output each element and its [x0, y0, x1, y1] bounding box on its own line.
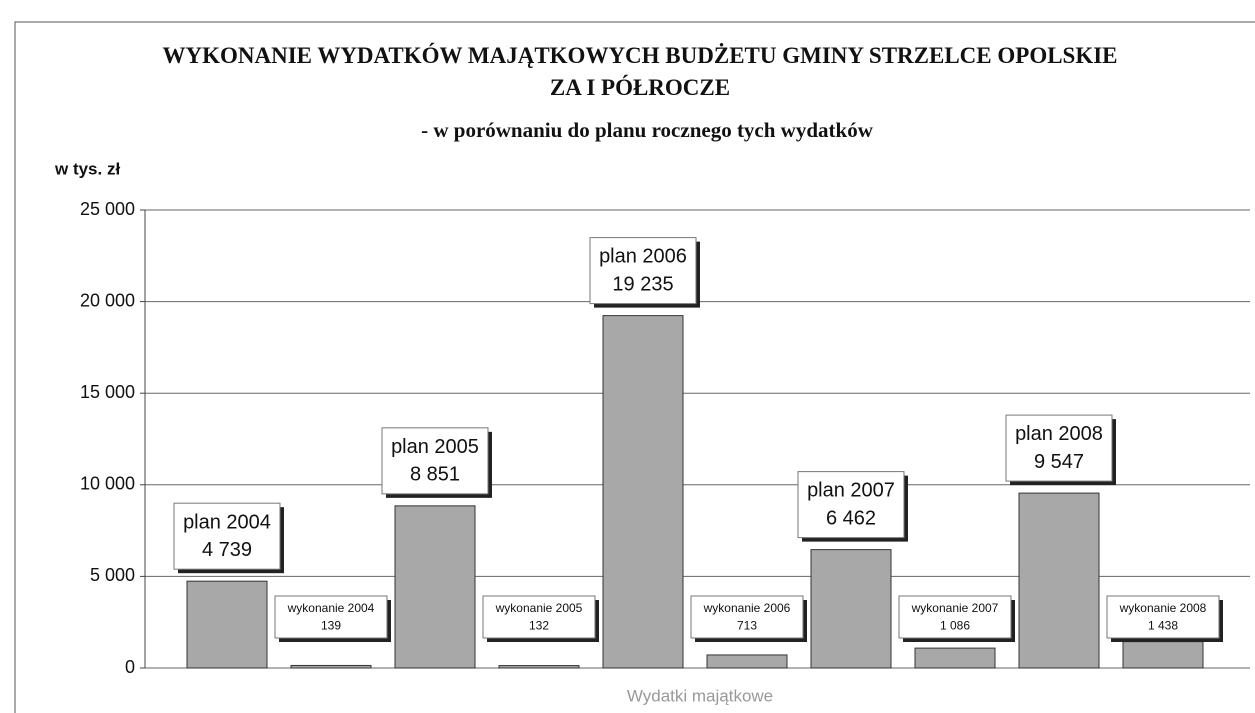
y-tick-label: 5 000: [90, 565, 135, 585]
label-box: [589, 237, 697, 305]
label-value: 19 235: [612, 273, 673, 295]
data-label: plan 2006 19 235: [589, 237, 700, 308]
data-label: plan 2007 6 462: [797, 471, 908, 542]
bar: [394, 505, 476, 669]
data-label: plan 2005 8 851: [381, 427, 492, 498]
title-box: WYKONANIE WYDATKÓW MAJĄTKOWYCH BUDŻETU G…: [162, 43, 1118, 100]
label-category: plan 2008: [1015, 423, 1103, 445]
bar: [1018, 492, 1100, 669]
label-category: wykonanie 2004: [287, 601, 375, 615]
label-value: 1 086: [940, 618, 970, 632]
label-category: wykonanie 2005: [495, 601, 583, 615]
label-box: [274, 595, 388, 639]
data-label: wykonanie 2005 132: [482, 595, 599, 642]
y-tick-label: 10 000: [80, 474, 135, 494]
y-tick-label: 20 000: [80, 290, 135, 310]
label-value: 4 739: [202, 539, 252, 561]
label-box: [1005, 414, 1113, 482]
chart-title: WYKONANIE WYDATKÓW MAJĄTKOWYCH BUDŻETU G…: [162, 43, 1118, 100]
data-label: wykonanie 2006 713: [690, 595, 807, 642]
bar: [290, 664, 372, 669]
label-box: [381, 427, 489, 495]
label-category: wykonanie 2007: [911, 601, 999, 615]
label-category: plan 2007: [807, 480, 895, 502]
label-category: wykonanie 2008: [1119, 601, 1207, 615]
bar: [186, 580, 268, 669]
bar: [810, 549, 892, 669]
label-category: wykonanie 2006: [703, 601, 791, 615]
data-label: wykonanie 2008 1 438: [1106, 595, 1223, 642]
label-value: 139: [321, 618, 341, 632]
label-category: plan 2005: [391, 436, 479, 458]
chart-frame: [14, 21, 1255, 713]
data-label: wykonanie 2007 1 086: [898, 595, 1015, 642]
bar: [498, 665, 580, 669]
y-tick-label: 25 000: [80, 199, 135, 219]
label-value: 1 438: [1148, 618, 1178, 632]
label-value: 9 547: [1034, 451, 1084, 473]
label-box: [173, 502, 281, 570]
chart-subtitle: - w porównaniu do planu rocznego tych wy…: [421, 118, 874, 142]
label-value: 132: [529, 618, 549, 632]
y-tick-label: 0: [125, 657, 135, 677]
label-value: 6 462: [826, 507, 876, 529]
bar: [914, 647, 996, 669]
label-value: 713: [737, 618, 757, 632]
label-category: plan 2006: [599, 246, 687, 268]
label-category: plan 2004: [183, 511, 271, 533]
data-label: wykonanie 2004 139: [274, 595, 391, 642]
y-axis-label: w tys. zł: [54, 159, 120, 178]
label-box: [898, 595, 1012, 639]
y-tick-label: 15 000: [80, 382, 135, 402]
label-box: [1106, 595, 1220, 639]
label-box: [797, 471, 905, 539]
label-value: 8 851: [410, 464, 460, 486]
bar: [706, 654, 788, 669]
data-label: plan 2004 4 739: [173, 502, 284, 574]
bar: [1122, 641, 1204, 669]
bar: [602, 315, 684, 669]
x-axis-label: Wydatki majątkowe: [627, 686, 773, 705]
label-box: [690, 595, 804, 639]
label-box: [482, 595, 596, 639]
data-label: plan 2008 9 547: [1005, 414, 1116, 486]
